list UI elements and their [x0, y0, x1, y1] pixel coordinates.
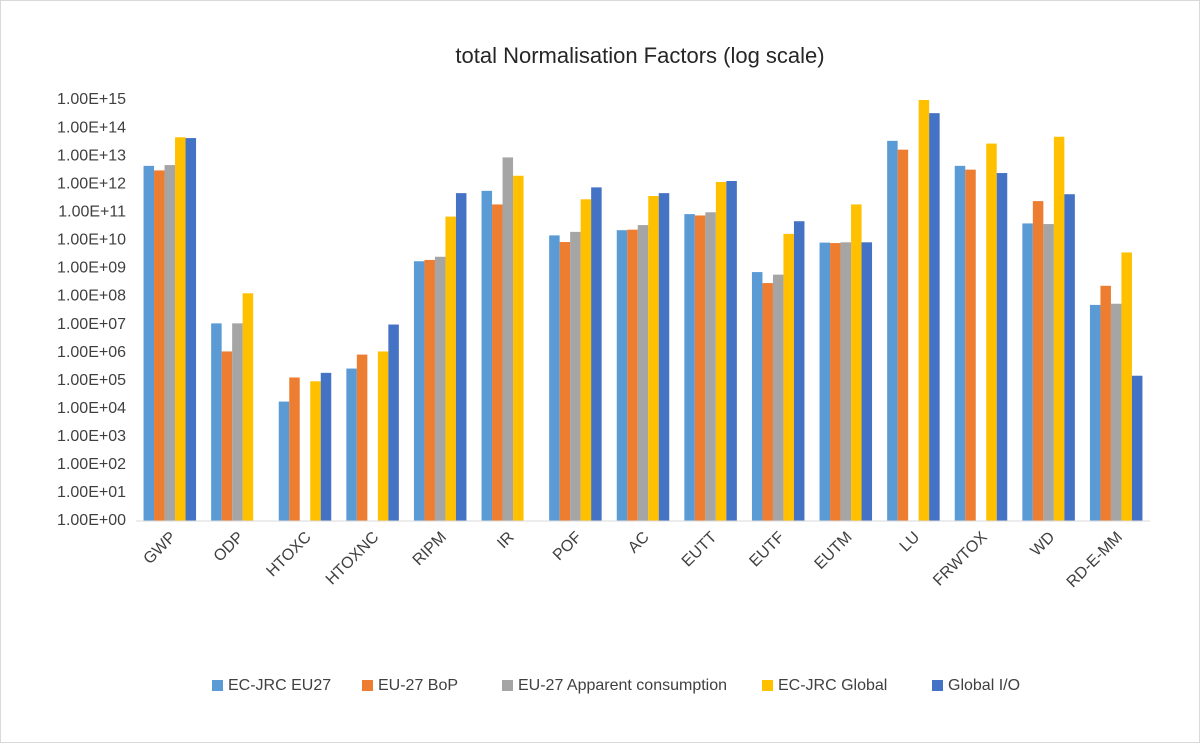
y-tick-label: 1.00E+07 — [57, 316, 126, 333]
bar — [851, 204, 862, 521]
bar — [143, 165, 155, 521]
bar — [356, 354, 368, 521]
y-tick-label: 1.00E+13 — [57, 147, 126, 164]
bar — [726, 181, 737, 521]
bar — [278, 401, 290, 521]
bar — [627, 229, 638, 522]
chart-title: total Normalisation Factors (log scale) — [455, 43, 824, 68]
bar — [861, 242, 873, 521]
bar — [1131, 375, 1143, 521]
bar — [986, 143, 997, 521]
bar — [819, 242, 831, 521]
bar — [637, 225, 649, 521]
bar — [783, 233, 794, 521]
bar — [310, 381, 321, 521]
bar — [751, 272, 763, 521]
legend-label: Global I/O — [948, 677, 1020, 694]
legend-swatch — [932, 680, 943, 691]
bar — [242, 293, 254, 521]
bar — [694, 215, 706, 521]
y-tick-label: 1.00E+12 — [57, 175, 126, 192]
bar — [929, 113, 940, 521]
bar — [185, 138, 197, 521]
bar — [887, 140, 898, 521]
bar — [221, 351, 233, 521]
y-tick-label: 1.00E+10 — [57, 232, 126, 249]
bar — [1043, 224, 1054, 522]
bar — [549, 235, 560, 521]
bar — [918, 100, 930, 521]
bar — [164, 165, 176, 521]
legend-swatch — [362, 680, 373, 691]
bar — [715, 181, 727, 521]
bar — [320, 372, 332, 521]
bar — [289, 377, 300, 521]
y-tick-label: 1.00E+00 — [57, 512, 126, 529]
y-tick-label: 1.00E+06 — [57, 344, 126, 361]
bar — [154, 170, 165, 521]
bar — [954, 165, 966, 521]
bar — [413, 261, 425, 521]
legend-swatch — [502, 680, 513, 691]
bar — [455, 193, 467, 522]
y-tick-label: 1.00E+15 — [57, 91, 126, 108]
bar — [658, 193, 670, 522]
y-tick-label: 1.00E+01 — [57, 484, 126, 501]
legend-label: EC-JRC Global — [778, 677, 887, 694]
bar — [1032, 201, 1044, 521]
y-tick-label: 1.00E+02 — [57, 456, 126, 473]
y-tick-label: 1.00E+11 — [58, 203, 126, 220]
bar — [965, 169, 976, 522]
bar — [772, 274, 784, 521]
bar — [388, 324, 399, 521]
legend-label: EU-27 Apparent consumption — [518, 677, 727, 694]
bar — [424, 259, 435, 521]
y-tick-label: 1.00E+08 — [57, 288, 126, 305]
bar — [840, 242, 852, 521]
bar — [445, 216, 456, 521]
bar — [1100, 285, 1111, 521]
bar — [1064, 194, 1075, 521]
bar — [1110, 303, 1122, 521]
bar — [793, 221, 805, 521]
bar — [481, 190, 493, 521]
legend-label: EC-JRC EU27 — [228, 677, 331, 694]
y-tick-label: 1.00E+04 — [57, 400, 126, 417]
bar — [616, 230, 628, 521]
bar — [502, 157, 514, 521]
bar — [232, 323, 243, 521]
bar — [591, 187, 602, 521]
y-tick-label: 1.00E+09 — [57, 260, 126, 277]
bar — [346, 368, 357, 521]
bar — [648, 195, 659, 521]
legend-swatch — [212, 680, 223, 691]
y-tick-label: 1.00E+14 — [57, 119, 126, 136]
bar — [1089, 304, 1101, 521]
bar — [684, 214, 695, 521]
y-tick-label: 1.00E+05 — [57, 372, 126, 389]
bar — [570, 231, 581, 521]
bar — [175, 137, 186, 522]
bar — [1022, 223, 1033, 521]
bar — [211, 323, 222, 521]
bar — [377, 351, 389, 521]
bar — [1053, 136, 1065, 521]
legend-label: EU-27 BoP — [378, 677, 458, 694]
bar — [897, 149, 909, 521]
bar — [513, 175, 524, 521]
bar — [996, 173, 1008, 522]
y-tick-label: 1.00E+03 — [57, 428, 126, 445]
bar — [830, 243, 841, 521]
bar — [1121, 252, 1132, 522]
bar — [705, 212, 716, 521]
bar — [434, 256, 446, 521]
bar — [580, 199, 592, 521]
legend-swatch — [762, 680, 773, 691]
bar — [559, 242, 571, 521]
bar — [492, 204, 503, 521]
bar — [762, 283, 773, 521]
